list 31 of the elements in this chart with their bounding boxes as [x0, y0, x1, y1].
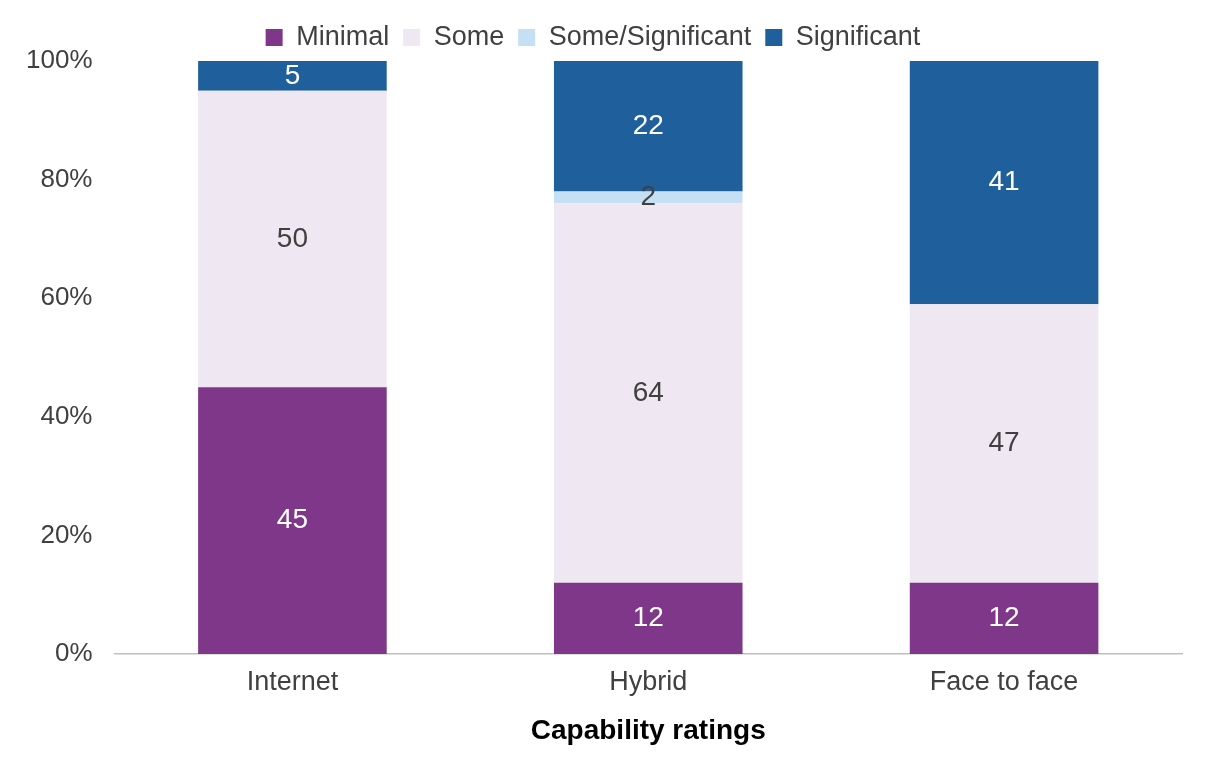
bar [198, 61, 387, 91]
data-label: 12 [632, 601, 664, 633]
bar [553, 582, 743, 654]
data-label: 64 [632, 375, 664, 407]
y-tick-label: 100% [26, 44, 93, 75]
data-label: 50 [276, 221, 308, 253]
bar [198, 90, 387, 388]
data-label: 5 [284, 58, 301, 90]
legend-label: Minimal [296, 20, 390, 51]
data-label: 47 [988, 426, 1020, 458]
x-tick-label: Face to face [929, 665, 1079, 696]
x-tick-label: Internet [246, 665, 339, 696]
data-label: 41 [988, 165, 1020, 197]
y-tick-label: 60% [40, 281, 93, 312]
data-label: 12 [988, 601, 1020, 633]
data-label: 45 [276, 503, 308, 535]
legend-label: Some/Significant [548, 20, 752, 51]
x-axis-title: Capability ratings [530, 713, 766, 745]
data-label: 22 [632, 108, 664, 140]
bar [198, 387, 387, 654]
y-tick-label: 0% [54, 637, 93, 668]
bar [909, 582, 1099, 654]
x-tick-label: Hybrid [609, 665, 688, 696]
y-tick-label: 80% [40, 162, 93, 193]
legend-label: Some [433, 20, 505, 51]
bar [909, 61, 1099, 305]
legend-label: Significant [795, 20, 921, 51]
bar [909, 304, 1099, 583]
y-tick-label: 20% [40, 518, 93, 549]
y-tick-label: 40% [40, 399, 93, 430]
bar [553, 203, 743, 583]
